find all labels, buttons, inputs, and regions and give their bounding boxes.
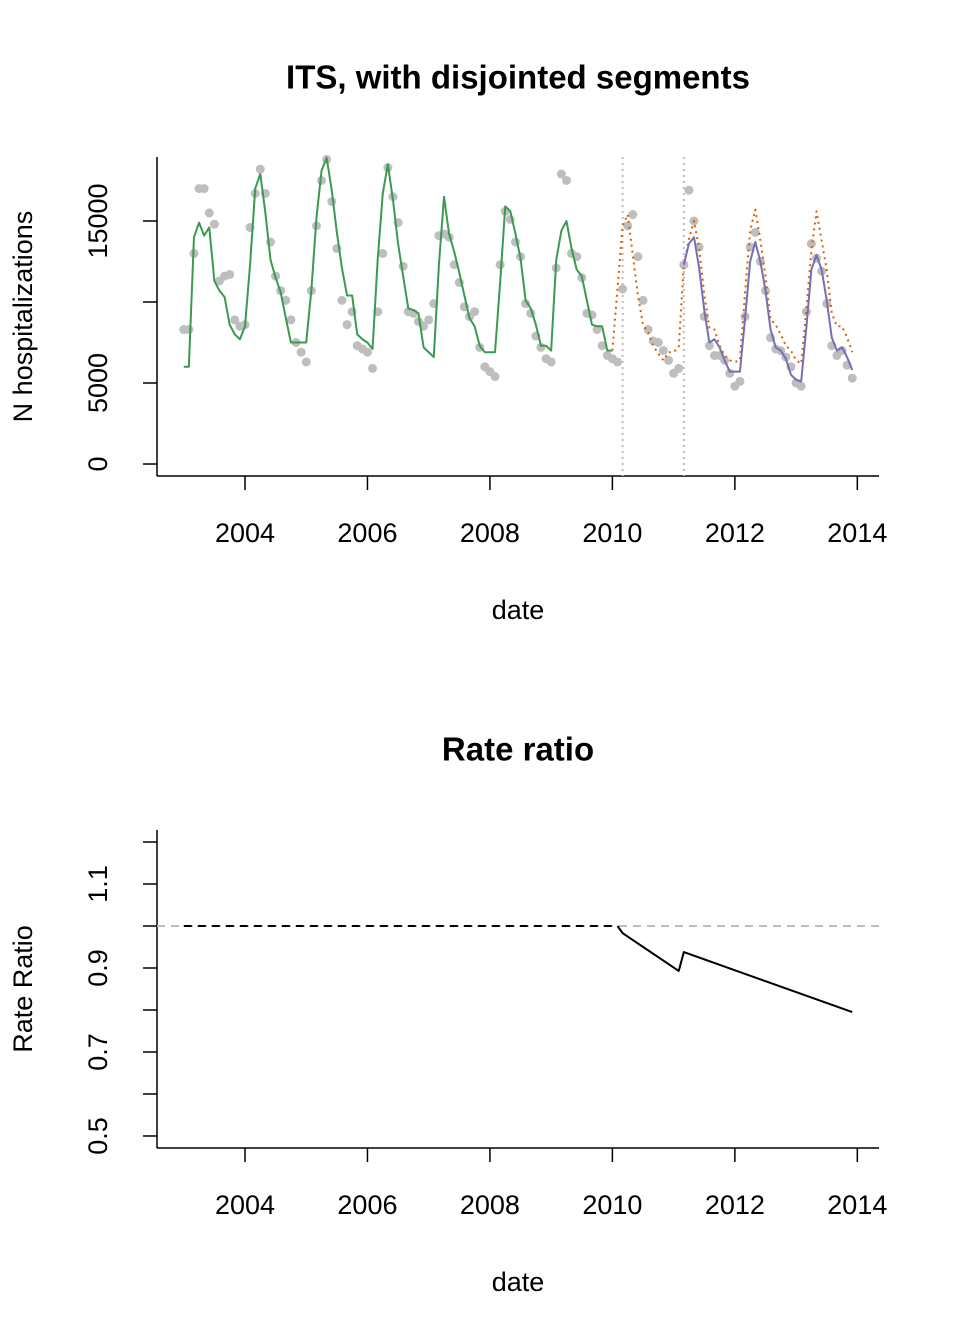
data-point [806,239,816,249]
x-axis-label: date [492,1267,545,1297]
data-point [847,373,857,383]
x-tick-label: 2006 [337,1190,397,1220]
data-point [184,325,194,335]
data-point [597,341,607,351]
data-point [209,219,219,229]
data-point [204,208,214,218]
data-point [301,357,311,367]
data-point [704,341,714,351]
y-axis-label: N hospitalizations [8,211,38,423]
data-point [199,184,209,194]
data-point [684,185,694,195]
data-point [801,307,811,317]
data-point [368,363,378,373]
x-tick-label: 2008 [460,518,520,548]
data-point [796,381,806,391]
data-point [612,357,622,367]
x-tick-label: 2014 [827,1190,887,1220]
data-point [618,284,628,294]
y-tick-label: 15000 [83,183,113,258]
data-point [628,210,638,220]
y-tick-label: 1.1 [83,865,113,903]
data-point [378,248,388,258]
data-point [633,252,643,262]
data-point [638,295,648,305]
data-point [561,175,571,185]
data-point [623,221,633,231]
x-tick-label: 2006 [337,518,397,548]
data-point [337,295,347,305]
data-point [286,315,296,325]
x-tick-label: 2012 [705,1190,765,1220]
plot-panel: ITS, with disjointed segments date N hospi… [8,59,887,625]
data-point [653,338,663,348]
data-point [750,227,760,237]
chart-title: Rate ratio [442,731,594,768]
y-tick-label: 0.9 [83,949,113,987]
data-point [342,320,352,330]
y-axis-label: Rate Ratio [8,925,38,1053]
x-axis-label: date [492,595,545,625]
x-tick-label: 2010 [582,1190,642,1220]
y-tick-label: 5000 [83,353,113,413]
data-point [556,169,566,179]
x-tick-label: 2004 [215,1190,275,1220]
data-point [424,315,434,325]
data-point [230,315,240,325]
y-tick-label: 0 [83,456,113,471]
data-point [521,299,531,309]
series-line [611,208,854,365]
x-tick-label: 2008 [460,1190,520,1220]
data-point [398,261,408,271]
data-point [490,372,500,382]
data-point [643,325,653,335]
chart-title: ITS, with disjointed segments [286,59,750,96]
x-tick-label: 2012 [705,518,765,548]
data-point [735,376,745,386]
data-point [225,269,235,279]
data-point [255,164,265,174]
x-tick-label: 2004 [215,518,275,548]
series-line [616,925,853,1014]
x-tick-label: 2010 [582,518,642,548]
x-tick-label: 2014 [827,518,887,548]
y-tick-label: 0.7 [83,1033,113,1071]
plot-panel: Rate ratio date Rate Ratio 2004 2006 2008 2010… [8,731,887,1297]
data-point [664,355,674,365]
data-point [674,363,684,373]
y-tick-label: 0.5 [83,1117,113,1155]
series-line [183,156,613,368]
data-point [470,307,480,317]
data-point [546,357,556,367]
series-line [682,236,854,383]
data-point [296,347,306,357]
data-point [658,346,668,356]
data-point [362,347,372,357]
